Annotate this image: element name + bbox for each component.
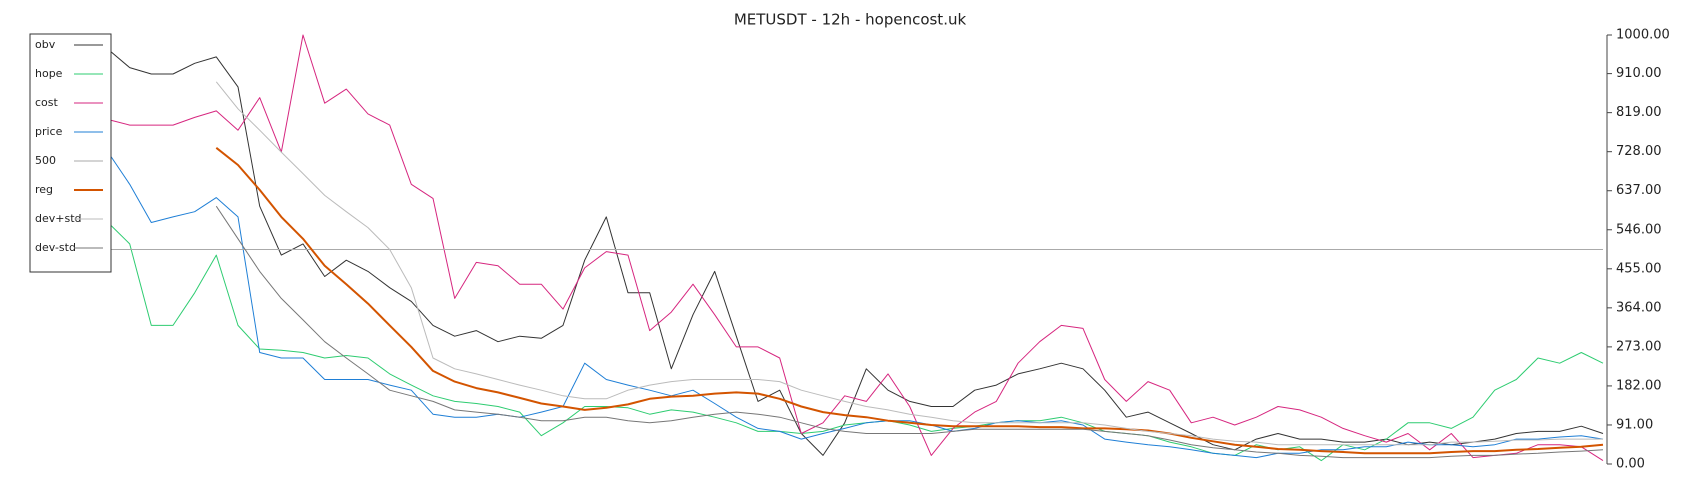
series-line bbox=[107, 222, 1604, 462]
legend-label: dev+std bbox=[35, 212, 82, 225]
legend-label: 500 bbox=[35, 154, 56, 167]
y-tick-label: 273.00 bbox=[1616, 339, 1662, 354]
y-tick-label: 637.00 bbox=[1616, 183, 1662, 198]
legend-label: reg bbox=[35, 183, 53, 196]
legend-label: hope bbox=[35, 67, 63, 80]
series-line bbox=[215, 81, 1603, 446]
y-tick-label: 728.00 bbox=[1616, 144, 1662, 159]
y-tick-label: 819.00 bbox=[1616, 105, 1662, 120]
legend-label: price bbox=[35, 125, 63, 138]
y-tick-label: 182.00 bbox=[1616, 378, 1662, 393]
series-line bbox=[107, 48, 1604, 456]
legend-label: obv bbox=[35, 38, 56, 51]
series-line bbox=[215, 205, 1604, 459]
y-tick-label: 455.00 bbox=[1616, 261, 1662, 276]
legend-label: dev-std bbox=[35, 241, 76, 254]
series-line bbox=[107, 151, 1604, 459]
chart-title: METUSDT - 12h - hopencost.uk bbox=[734, 11, 967, 29]
series-line bbox=[215, 147, 1604, 455]
legend: obv hope cost price 500 reg dev+std dev-std bbox=[29, 33, 112, 273]
y-tick-label: 1000.00 bbox=[1616, 28, 1670, 43]
legend-label: cost bbox=[35, 96, 59, 109]
series-line bbox=[107, 34, 1604, 462]
y-tick-label: 364.00 bbox=[1616, 300, 1662, 315]
y-tick-label: 546.00 bbox=[1616, 222, 1662, 237]
y-tick-label: 91.00 bbox=[1616, 417, 1653, 432]
y-tick-label: 0.00 bbox=[1616, 457, 1645, 472]
y-tick-label: 910.00 bbox=[1616, 66, 1662, 81]
